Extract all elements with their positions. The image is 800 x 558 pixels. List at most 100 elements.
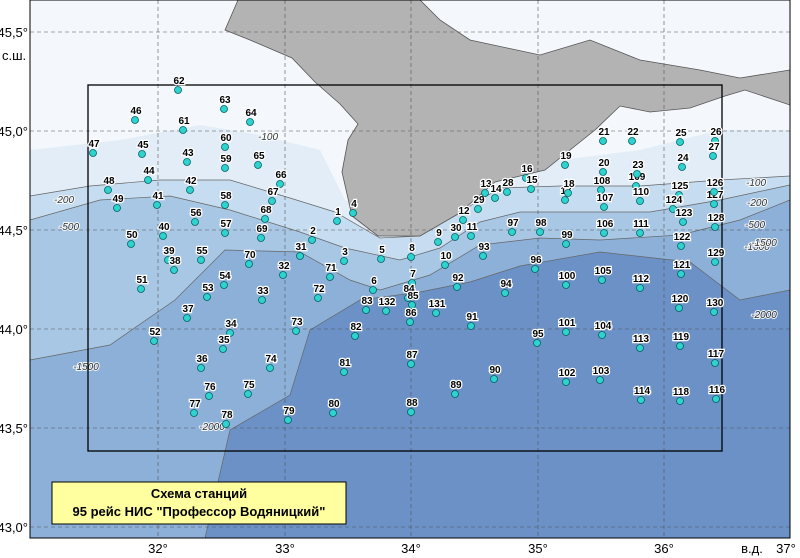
station-label: 53 bbox=[202, 283, 214, 294]
station-marker bbox=[221, 143, 229, 151]
station-label: 90 bbox=[489, 365, 501, 376]
station-label: 107 bbox=[597, 193, 614, 204]
station-label: 3 bbox=[342, 247, 348, 258]
station-marker bbox=[220, 105, 228, 113]
station-marker bbox=[441, 261, 449, 269]
station-label: 79 bbox=[283, 406, 295, 417]
station-label: 40 bbox=[158, 222, 170, 233]
station-label: 131 bbox=[429, 299, 446, 310]
station-label: 70 bbox=[244, 250, 256, 261]
lon-label: 32° bbox=[148, 541, 168, 556]
station-marker bbox=[508, 228, 516, 236]
contour-label: -200 bbox=[747, 198, 767, 209]
station-marker bbox=[226, 329, 234, 337]
station-label: 46 bbox=[130, 106, 142, 117]
station-marker bbox=[598, 331, 606, 339]
station-label: 96 bbox=[530, 255, 542, 266]
station-marker bbox=[377, 255, 385, 263]
station-label: 112 bbox=[633, 274, 650, 285]
station-marker bbox=[669, 205, 677, 213]
station-marker bbox=[296, 252, 304, 260]
station-marker bbox=[632, 182, 640, 190]
station-marker bbox=[89, 149, 97, 157]
station-label: 7 bbox=[410, 269, 416, 280]
station-label: 114 bbox=[634, 386, 651, 397]
station-label: 113 bbox=[633, 334, 650, 345]
station-label: 123 bbox=[676, 208, 693, 219]
station-label: 35 bbox=[218, 335, 230, 346]
lon-label: 36° bbox=[654, 541, 674, 556]
station-marker bbox=[406, 318, 414, 326]
station-marker bbox=[596, 376, 604, 384]
station-label: 34 bbox=[225, 319, 237, 330]
station-marker bbox=[637, 396, 645, 404]
station-label: 44 bbox=[143, 166, 155, 177]
station-label: 125 bbox=[672, 181, 689, 192]
station-marker bbox=[222, 420, 230, 428]
station-marker bbox=[382, 307, 390, 315]
station-label: 117 bbox=[708, 349, 725, 360]
lat-label: 43,0° bbox=[0, 520, 28, 535]
station-label: 39 bbox=[163, 246, 175, 257]
station-label: 52 bbox=[149, 327, 161, 338]
station-marker bbox=[599, 137, 607, 145]
lon-label: 33° bbox=[275, 541, 295, 556]
station-label: 118 bbox=[673, 387, 690, 398]
station-marker bbox=[220, 281, 228, 289]
station-marker bbox=[711, 223, 719, 231]
station-marker bbox=[562, 378, 570, 386]
station-label: 6 bbox=[371, 276, 377, 287]
station-label: 55 bbox=[196, 246, 208, 257]
contour-label: -100 bbox=[746, 178, 766, 189]
station-marker bbox=[254, 161, 262, 169]
station-label: 27 bbox=[708, 142, 720, 153]
station-label: 129 bbox=[708, 248, 725, 259]
station-marker bbox=[205, 392, 213, 400]
station-marker bbox=[598, 276, 606, 284]
station-label: 58 bbox=[220, 191, 232, 202]
station-marker bbox=[340, 257, 348, 265]
contour-line bbox=[30, 199, 790, 361]
station-marker bbox=[138, 150, 146, 158]
station-marker bbox=[709, 152, 717, 160]
station-label: 93 bbox=[478, 242, 490, 253]
station-label: 128 bbox=[708, 213, 725, 224]
station-label: 119 bbox=[673, 332, 690, 343]
station-marker bbox=[261, 215, 269, 223]
station-marker bbox=[712, 395, 720, 403]
station-label: 80 bbox=[328, 399, 340, 410]
station-marker bbox=[503, 188, 511, 196]
station-marker bbox=[404, 294, 412, 302]
contour-line bbox=[204, 251, 790, 538]
station-marker bbox=[491, 194, 499, 202]
bathymetry: -100-200-500-1500-2000-100-200-500-1000-… bbox=[30, 0, 790, 538]
station-marker bbox=[203, 293, 211, 301]
station-marker bbox=[474, 205, 482, 213]
station-label: 16 bbox=[521, 164, 533, 175]
station-label: 121 bbox=[674, 260, 691, 271]
station-label: 116 bbox=[709, 385, 726, 396]
station-marker bbox=[564, 189, 572, 197]
lat-label: 45,0° bbox=[0, 124, 28, 139]
station-marker bbox=[221, 201, 229, 209]
station-marker bbox=[459, 216, 467, 224]
station-marker bbox=[340, 368, 348, 376]
station-label: 28 bbox=[502, 178, 514, 189]
station-label: 88 bbox=[406, 398, 418, 409]
station-label: 54 bbox=[219, 271, 231, 282]
station-label: 11 bbox=[467, 222, 478, 233]
station-marker bbox=[276, 180, 284, 188]
station-marker bbox=[407, 408, 415, 416]
station-label: 13 bbox=[480, 179, 492, 190]
legend-background bbox=[51, 481, 347, 525]
azov-sea bbox=[419, 0, 790, 79]
legend-title: Схема станций bbox=[151, 486, 247, 501]
survey-area bbox=[87, 84, 723, 452]
station-label: 77 bbox=[189, 399, 201, 410]
station-label: 26 bbox=[710, 127, 722, 138]
station-label: 73 bbox=[291, 317, 303, 328]
station-label: 4 bbox=[351, 199, 357, 210]
station-marker bbox=[292, 327, 300, 335]
station-marker bbox=[711, 137, 719, 145]
